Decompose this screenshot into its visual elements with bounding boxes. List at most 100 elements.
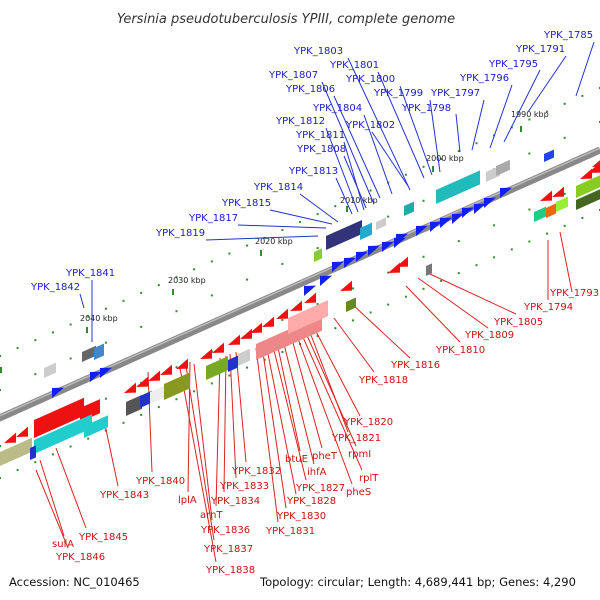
gene-block: [576, 189, 600, 210]
callout-line: [275, 337, 301, 452]
gene-label: btuE: [285, 454, 308, 465]
ring-dot: [16, 347, 19, 350]
ring-dot: [175, 398, 178, 401]
ring-dot: [422, 287, 425, 290]
callout-line: [79, 293, 85, 309]
ring-dot: [34, 461, 37, 464]
gene-label: YPK_1833: [219, 481, 269, 492]
ring-dot: [87, 437, 90, 440]
gene-label: YPK_1796: [459, 73, 509, 84]
gene-arrow-forward: [90, 371, 102, 382]
callout-line: [335, 177, 353, 215]
callout-line: [205, 235, 319, 241]
scale-tick-label: 2030 kbp: [168, 276, 206, 285]
gene-arrow-forward: [368, 245, 380, 256]
ring-dot: [528, 152, 531, 155]
gene-block: [288, 300, 328, 334]
gene-label: YPK_1813: [288, 166, 338, 177]
gene-block: [44, 362, 56, 378]
gene-arrow-reverse: [592, 160, 600, 167]
ring-dot: [422, 255, 425, 258]
gene-label: YPK_1791: [515, 44, 565, 55]
gene-arrow-forward: [344, 257, 356, 268]
gene-arrow-reverse: [16, 426, 28, 437]
gene-block: [576, 175, 600, 198]
ring-dot: [104, 307, 107, 310]
callout-line: [321, 81, 375, 205]
ring-dot: [334, 327, 337, 330]
callout-line: [223, 355, 227, 493]
gene-label: rpmI: [348, 449, 371, 460]
ring-dot: [193, 268, 196, 271]
callout-line: [309, 319, 361, 417]
gene-block: [0, 437, 32, 466]
gene-block: [206, 356, 228, 380]
gene-label: YPK_1843: [99, 490, 149, 501]
gene-label: sufA: [52, 539, 74, 550]
ring-dot: [104, 397, 107, 400]
callout-line: [489, 84, 513, 149]
gene-label: YPK_1842: [30, 282, 80, 293]
callout-line: [405, 285, 461, 343]
gene-label: YPK_1817: [188, 213, 238, 224]
ring-dot: [563, 192, 566, 195]
ring-dot: [246, 366, 249, 369]
gene-label: YPK_1846: [55, 552, 105, 563]
callout-line: [39, 459, 65, 537]
gene-arrow-reverse: [396, 256, 408, 267]
ring-dot: [528, 208, 531, 211]
ring-dot: [387, 271, 390, 274]
gene-arrow-reverse: [588, 162, 600, 173]
gene-block: [164, 372, 190, 400]
ring-dot: [440, 279, 443, 282]
ring-dot: [0, 445, 1, 447]
ring-dot: [51, 331, 54, 334]
callout-lines-reverse: [35, 231, 573, 563]
gene-arrow-reverse: [250, 322, 262, 333]
gene-label: YPK_1807: [268, 70, 318, 81]
gene-label: YPK_1837: [203, 544, 253, 555]
gene-arrow-reverse: [124, 382, 136, 393]
ring-dot: [193, 390, 196, 393]
callout-line: [527, 55, 567, 113]
gene-label: YPK_1800: [345, 74, 395, 85]
callout-line: [347, 57, 411, 191]
gene-arrow-reverse: [552, 186, 564, 197]
gene-arrow-forward: [332, 261, 344, 272]
callout-line: [559, 231, 573, 293]
gene-arrow-forward: [440, 217, 452, 228]
ring-dot: [581, 216, 584, 219]
callout-line: [371, 131, 409, 187]
gene-label: YPK_1808: [296, 144, 346, 155]
ring-dot: [122, 299, 125, 302]
gene-label: lplA: [178, 495, 197, 506]
gene-label: rplT: [359, 473, 379, 484]
scale-tick: [172, 289, 174, 295]
callout-line: [103, 419, 119, 487]
ring-dot: [369, 311, 372, 314]
gene-arrow-forward: [304, 285, 316, 296]
ring-dot: [228, 252, 231, 255]
gene-label: YPK_1831: [265, 526, 315, 537]
ring-dot: [104, 341, 107, 344]
gene-block: [30, 445, 36, 460]
gene-arrow-forward: [396, 233, 408, 244]
gene-block: [34, 397, 84, 438]
ring-dot: [528, 240, 531, 243]
gene-block: [80, 399, 100, 422]
ring-dot: [457, 240, 460, 243]
callout-line: [281, 335, 315, 465]
gene-arrow-forward: [382, 241, 394, 252]
ring-dot: [581, 94, 584, 97]
callout-line: [429, 99, 441, 173]
gene-label: pheT: [312, 451, 338, 462]
gene-block: [426, 263, 432, 276]
ring-dot: [422, 165, 425, 168]
gene-block: [84, 415, 108, 438]
ring-dot: [299, 221, 301, 223]
gene-arrow-forward: [100, 367, 112, 378]
gene-label: YPK_1809: [464, 330, 514, 341]
ring-dot: [69, 445, 72, 448]
ring-dot: [563, 136, 566, 139]
callout-line: [229, 353, 237, 479]
